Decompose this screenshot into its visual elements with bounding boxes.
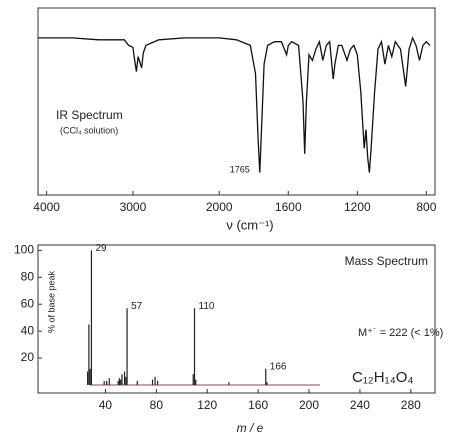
ir-subtitle: (CCl₄ solution) [60, 125, 118, 135]
x-tick-label: 200 [299, 398, 319, 412]
x-tick-label: 800 [416, 200, 436, 214]
y-tick-label: 20 [21, 350, 35, 364]
peak-label: 29 [95, 243, 107, 254]
x-tick-label: 40 [99, 398, 113, 412]
y-tick-label: 80 [21, 269, 35, 283]
x-tick-label: 240 [350, 398, 370, 412]
ir-title: IR Spectrum [56, 108, 123, 122]
y-tick-label: 60 [21, 296, 35, 310]
x-tick-label: 80 [150, 398, 164, 412]
ir-x-label: ν (cm⁻¹) [226, 217, 273, 232]
x-tick-label: 280 [401, 398, 421, 412]
x-tick-label: 3000 [120, 200, 147, 214]
x-tick-label: 120 [197, 398, 217, 412]
y-tick-label: 100 [14, 243, 34, 257]
x-tick-label: 160 [248, 398, 268, 412]
ms-y-label: % of base peak [46, 270, 56, 333]
peak-label: 1765 [230, 164, 250, 174]
ir-frame [37, 7, 436, 196]
peak-label: 166 [270, 361, 287, 372]
peak-label: 110 [199, 301, 215, 312]
spectrum-line [38, 36, 431, 173]
ms-formula: C₁₂H₁₄O₄ [352, 369, 414, 386]
ms-x-label: m / e [237, 421, 264, 435]
ms-annotation: M⁺˙ = 222 (< 1%) [358, 327, 443, 339]
x-tick-label: 1200 [344, 200, 371, 214]
x-tick-label: 2000 [206, 200, 233, 214]
x-tick-label: 4000 [33, 200, 60, 214]
x-tick-label: 1600 [275, 200, 302, 214]
y-tick-label: 40 [21, 323, 35, 337]
ms-frame [37, 244, 436, 394]
peak-label: 57 [131, 301, 143, 312]
ms-title: Mass Spectrum [345, 254, 428, 268]
